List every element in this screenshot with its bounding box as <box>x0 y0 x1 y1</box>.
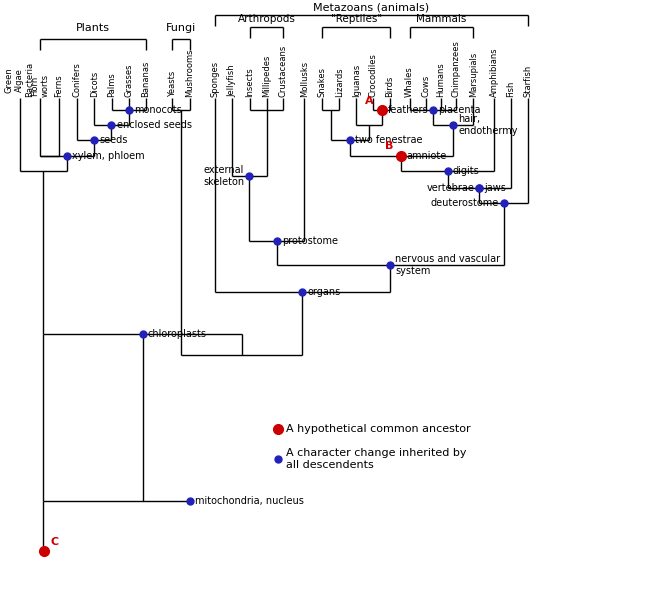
Text: placenta: placenta <box>438 105 480 116</box>
Text: seeds: seeds <box>99 135 127 145</box>
Text: A hypothetical common ancestor: A hypothetical common ancestor <box>286 424 471 434</box>
Text: external
skeleton: external skeleton <box>203 165 244 187</box>
Text: mitochondria, nucleus: mitochondria, nucleus <box>195 496 304 506</box>
Text: Mammals: Mammals <box>416 14 467 24</box>
Text: chloroplasts: chloroplasts <box>148 329 207 339</box>
Text: B: B <box>385 141 394 151</box>
Text: Grasses: Grasses <box>124 63 133 97</box>
Text: digits: digits <box>453 166 480 176</box>
Text: Plants: Plants <box>76 23 110 33</box>
Text: two fenestrae: two fenestrae <box>355 135 422 145</box>
Text: Crustaceans: Crustaceans <box>279 45 288 97</box>
Text: Sponges: Sponges <box>210 61 219 97</box>
Text: monocots: monocots <box>134 105 181 116</box>
Text: Green
Algae
Bacteria: Green Algae Bacteria <box>5 62 34 97</box>
Text: Horn
worts: Horn worts <box>31 74 50 97</box>
Text: enclosed seeds: enclosed seeds <box>117 120 192 130</box>
Text: A: A <box>365 96 374 105</box>
Text: Palms: Palms <box>107 72 116 97</box>
Text: Amphibians: Amphibians <box>489 47 499 97</box>
Text: Dicots: Dicots <box>90 71 99 97</box>
Text: Conifers: Conifers <box>72 62 81 97</box>
Text: Yeasts: Yeasts <box>168 71 177 97</box>
Text: A character change inherited by
all descendents: A character change inherited by all desc… <box>286 448 467 470</box>
Text: Fish: Fish <box>506 81 515 97</box>
Text: nervous and vascular
system: nervous and vascular system <box>395 255 500 276</box>
Text: Birds: Birds <box>385 76 395 97</box>
Text: Millipedes: Millipedes <box>262 55 271 97</box>
Text: "Reptiles": "Reptiles" <box>331 14 382 24</box>
Text: amniote: amniote <box>407 150 447 161</box>
Text: C: C <box>51 537 59 546</box>
Text: Fungi: Fungi <box>166 23 196 33</box>
Text: deuterostome: deuterostome <box>430 198 499 208</box>
Text: xylem, phloem: xylem, phloem <box>72 150 145 161</box>
Text: Chimpanzees: Chimpanzees <box>452 40 461 97</box>
Text: Insects: Insects <box>245 68 254 97</box>
Text: Bananas: Bananas <box>141 61 150 97</box>
Text: Arthropods: Arthropods <box>237 14 296 24</box>
Text: jaws: jaws <box>484 183 506 193</box>
Text: vertebrae: vertebrae <box>426 183 474 193</box>
Text: feathers: feathers <box>388 105 429 116</box>
Text: organs: organs <box>307 286 341 297</box>
Text: Whales: Whales <box>405 66 414 97</box>
Text: protostome: protostome <box>282 237 338 246</box>
Text: Mushrooms: Mushrooms <box>185 49 194 97</box>
Text: Marsupials: Marsupials <box>469 52 478 97</box>
Text: Crocodiles: Crocodiles <box>369 53 378 97</box>
Text: Snakes: Snakes <box>318 67 327 97</box>
Text: Iguanas: Iguanas <box>352 64 361 97</box>
Text: Lizards: Lizards <box>335 68 344 97</box>
Text: Starfish: Starfish <box>523 65 532 97</box>
Text: Humans: Humans <box>436 62 445 97</box>
Text: Jellyfish: Jellyfish <box>227 65 237 97</box>
Text: Metazoans (animals): Metazoans (animals) <box>313 2 429 12</box>
Text: Mollusks: Mollusks <box>300 61 309 97</box>
Text: Cows: Cows <box>421 75 430 97</box>
Text: Ferns: Ferns <box>54 74 63 97</box>
Text: hair,
endothermy: hair, endothermy <box>458 114 518 136</box>
